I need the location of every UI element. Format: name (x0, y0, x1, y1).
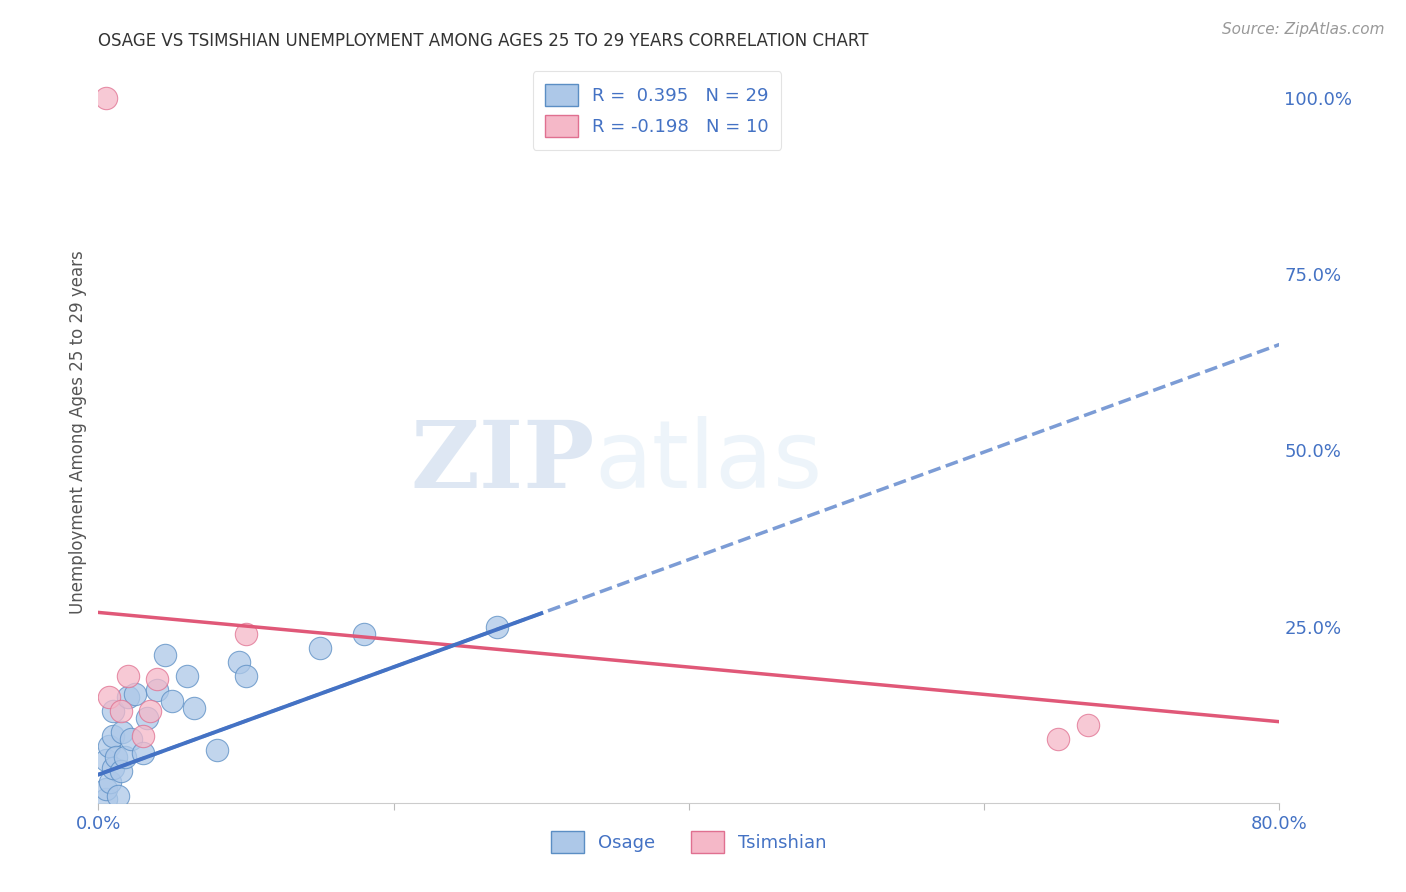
Point (94, 754, 117, 768)
Point (146, 683, 169, 698)
Point (107, 789, 129, 803)
Point (132, 729, 155, 743)
Text: ZIP: ZIP (411, 417, 595, 508)
Point (97, 739, 120, 754)
Point (103, 760, 125, 774)
Point (94, 792, 117, 806)
Legend: Osage, Tsimshian: Osage, Tsimshian (544, 824, 834, 861)
Point (110, 704, 132, 718)
Y-axis label: Unemployment Among Ages 25 to 29 years: Unemployment Among Ages 25 to 29 years (69, 251, 87, 615)
Point (132, 747, 155, 761)
Point (136, 711, 159, 725)
Point (110, 764, 132, 778)
Point (146, 673, 169, 687)
Point (103, 729, 125, 743)
Point (205, 743, 228, 757)
Point (235, 626, 257, 640)
Point (117, 669, 139, 683)
Point (1077, 718, 1099, 732)
Text: OSAGE VS TSIMSHIAN UNEMPLOYMENT AMONG AGES 25 TO 29 YEARS CORRELATION CHART: OSAGE VS TSIMSHIAN UNEMPLOYMENT AMONG AG… (98, 32, 869, 50)
Point (103, 704, 125, 718)
Point (117, 690, 139, 704)
Point (94, 781, 117, 796)
Point (111, 725, 134, 739)
Point (228, 655, 250, 669)
Point (114, 750, 136, 764)
Point (176, 669, 198, 683)
Point (1046, 732, 1070, 747)
Point (486, 619, 509, 633)
Point (353, 626, 375, 640)
Point (94, 91, 117, 105)
Point (105, 750, 128, 764)
Point (97, 690, 120, 704)
Point (124, 686, 146, 700)
Point (153, 648, 176, 662)
Point (309, 640, 332, 655)
Point (162, 693, 183, 707)
Point (98, 774, 121, 789)
Text: Source: ZipAtlas.com: Source: ZipAtlas.com (1222, 22, 1385, 37)
Point (235, 669, 257, 683)
Point (183, 700, 205, 714)
Text: atlas: atlas (595, 417, 823, 508)
Point (139, 704, 162, 718)
Point (120, 732, 142, 747)
